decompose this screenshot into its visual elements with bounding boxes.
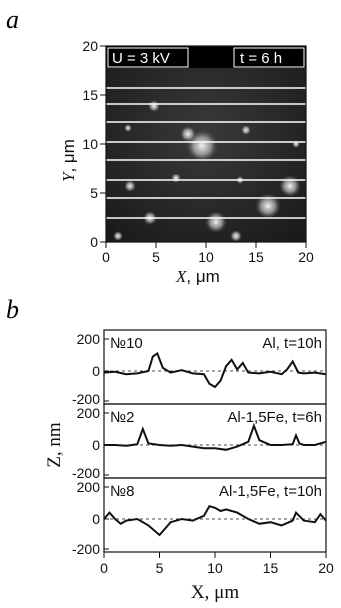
profile-1-number: №10 xyxy=(110,335,143,352)
profile-3-sample: Al-1,5Fe, t=10h xyxy=(219,483,322,500)
panel-a-y-ticks xyxy=(100,45,106,243)
tag-strip xyxy=(106,46,306,68)
profile-curve-2 xyxy=(104,422,327,451)
b1-y-neg200: -200 xyxy=(72,391,100,407)
a-x-tick-0: 0 xyxy=(102,249,110,265)
a-x-tick-20: 20 xyxy=(298,249,314,265)
voltage-tag-box xyxy=(107,47,189,68)
profile-2-number: №2 xyxy=(110,409,134,426)
panel-b-y-ticks xyxy=(104,338,109,550)
b3-y-neg200: -200 xyxy=(72,541,100,557)
b-x-tick-0: 0 xyxy=(100,560,108,576)
b2-y-0: 0 xyxy=(92,437,100,453)
b-x-tick-5: 5 xyxy=(156,560,164,576)
a-x-tick-5: 5 xyxy=(152,249,160,265)
profile-curve-1 xyxy=(103,351,327,389)
b3-y-200: 200 xyxy=(77,479,101,495)
b-y-axis-title: Z, nm xyxy=(44,422,65,468)
b-x-axis-title: X, μm xyxy=(191,582,239,603)
a-y-tick-5: 5 xyxy=(90,185,98,201)
panel-a: U = 3 kV t = 6 h 0 5 10 15 20 xyxy=(59,38,314,286)
a-y-tick-20: 20 xyxy=(82,38,98,54)
b-x-tick-15: 15 xyxy=(263,560,279,576)
profile-3-number: №8 xyxy=(110,483,134,500)
b3-y-0: 0 xyxy=(92,511,100,527)
zero-lines xyxy=(104,370,326,520)
b-x-tick-20: 20 xyxy=(318,560,334,576)
panel-a-label: a xyxy=(6,5,19,34)
a-y-axis-title: Y, μm xyxy=(59,139,78,182)
a-y-tick-10: 10 xyxy=(82,136,98,152)
b1-y-0: 0 xyxy=(92,363,100,379)
b2-y-neg200: -200 xyxy=(72,465,100,481)
profile-2-sample: Al-1,5Fe, t=6h xyxy=(227,409,322,426)
profile-1-sample: Al, t=10h xyxy=(262,335,322,352)
panel-a-x-ticks xyxy=(105,242,307,248)
panel-b: №10 Al, t=10h №2 Al-1,5Fe, t=6h №8 Al-1,… xyxy=(44,329,334,603)
scan-lines xyxy=(106,87,306,219)
a-x-tick-10: 10 xyxy=(198,249,214,265)
time-tag: t = 6 h xyxy=(240,50,282,67)
profile-curve-3 xyxy=(103,505,327,537)
a-x-axis-title: X, μm xyxy=(175,267,220,286)
panel-b-label: b xyxy=(6,295,19,324)
time-tag-box xyxy=(233,47,305,68)
b1-y-200: 200 xyxy=(77,331,101,347)
b2-y-200: 200 xyxy=(77,405,101,421)
b-x-tick-10: 10 xyxy=(207,560,223,576)
a-y-tick-0: 0 xyxy=(90,234,98,250)
panel-b-x-ticks xyxy=(103,552,327,558)
a-y-tick-15: 15 xyxy=(82,87,98,103)
a-x-tick-15: 15 xyxy=(248,249,264,265)
voltage-tag: U = 3 kV xyxy=(112,50,170,67)
